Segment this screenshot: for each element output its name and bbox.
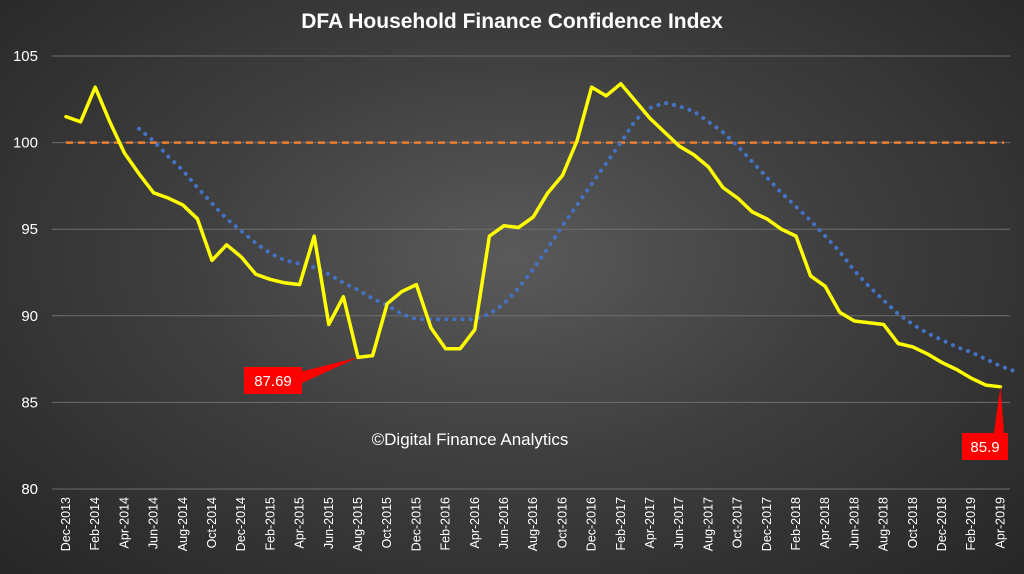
x-tick-label: Aug-2018: [877, 497, 891, 551]
x-tick-label: Jun-2015: [322, 497, 336, 549]
x-tick-label: Feb-2014: [88, 497, 102, 551]
moving-average-group: [137, 100, 1017, 374]
x-tick-label: Jun-2018: [847, 497, 861, 549]
annotations: 87.69 85.9: [244, 357, 1008, 460]
x-tick-label: Apr-2017: [643, 497, 657, 548]
x-tick-label: Feb-2017: [614, 497, 628, 551]
x-tick-label: Dec-2015: [409, 497, 423, 551]
y-tick-label: 80: [21, 481, 38, 498]
annotation-label: 85.9: [970, 439, 999, 456]
annotation-label: 87.69: [254, 373, 292, 390]
x-tick-label: Jun-2016: [497, 497, 511, 549]
x-tick-label: Aug-2014: [176, 497, 190, 551]
chart-title: DFA Household Finance Confidence Index: [301, 10, 723, 33]
x-tick-label: Oct-2016: [555, 497, 569, 548]
y-tick-label: 105: [13, 48, 38, 65]
x-tick-label: Apr-2018: [818, 497, 832, 548]
x-tick-label: Aug-2015: [351, 497, 365, 551]
x-tick-label: Feb-2016: [439, 497, 453, 551]
annotation-pointer: [994, 386, 1004, 433]
x-tick-label: Oct-2014: [205, 497, 219, 548]
y-tick-label: 100: [13, 135, 38, 152]
index-line: [64, 81, 1003, 389]
annotation-pointer: [292, 357, 358, 384]
gridlines: [52, 55, 1010, 490]
x-tick-label: Jun-2017: [672, 497, 686, 549]
y-tick-label: 85: [21, 394, 38, 411]
x-tick-label: Oct-2015: [380, 497, 394, 548]
watermark-text: ©Digital Finance Analytics: [372, 430, 569, 449]
x-tick-label: Oct-2018: [906, 497, 920, 548]
x-tick-label: Apr-2016: [468, 497, 482, 548]
moving-average-line: [137, 100, 1017, 374]
x-tick-label: Jun-2014: [147, 497, 161, 549]
y-axis-ticks: 80 85 90 95 100 105: [13, 48, 38, 498]
x-tick-label: Dec-2013: [59, 497, 73, 551]
x-axis-ticks: Dec-2013 Feb-2014 Apr-2014 Jun-2014 Aug-2014…: [59, 497, 1007, 551]
x-tick-label: Oct-2017: [731, 497, 745, 548]
y-tick-label: 90: [21, 308, 38, 325]
y-tick-label: 95: [21, 221, 38, 238]
x-tick-label: Dec-2014: [234, 497, 248, 551]
x-tick-label: Apr-2015: [293, 497, 307, 548]
index-series-group: [64, 81, 1003, 389]
x-tick-label: Feb-2019: [964, 497, 978, 551]
x-tick-label: Dec-2016: [585, 497, 599, 551]
x-tick-label: Dec-2018: [935, 497, 949, 551]
x-tick-label: Dec-2017: [760, 497, 774, 551]
x-tick-label: Feb-2018: [789, 497, 803, 551]
x-tick-label: Aug-2017: [701, 497, 715, 551]
annotation-box: [962, 433, 1008, 460]
x-tick-label: Apr-2014: [117, 497, 131, 548]
x-tick-label: Aug-2016: [526, 497, 540, 551]
annotation-box: [244, 367, 302, 394]
x-tick-label: Apr-2019: [993, 497, 1007, 548]
x-tick-label: Feb-2015: [263, 497, 277, 551]
